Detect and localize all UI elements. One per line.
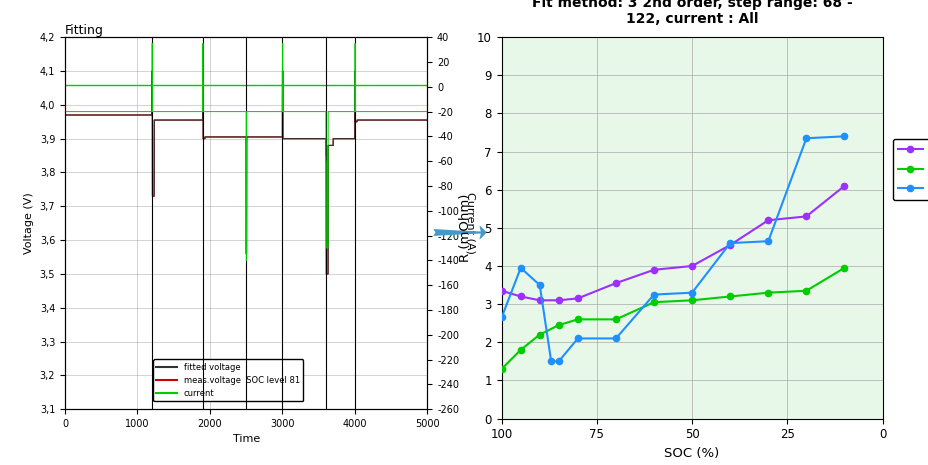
Rp2 xyxy=(515,265,526,271)
Rp2 xyxy=(762,239,773,244)
Rp2 xyxy=(800,135,811,141)
Rp2 xyxy=(648,292,659,298)
Rp2 xyxy=(553,359,564,364)
Rp xyxy=(724,294,735,299)
Rp xyxy=(553,322,564,328)
Ro xyxy=(686,263,697,269)
X-axis label: Time: Time xyxy=(232,434,260,445)
Legend: fitted voltage, meas.voltage  SOC level 81, current: fitted voltage, meas.voltage SOC level 8… xyxy=(153,359,303,401)
Ro xyxy=(553,298,564,303)
Rp xyxy=(762,290,773,295)
Ro xyxy=(762,218,773,223)
Rp xyxy=(610,317,621,322)
Rp2 xyxy=(610,336,621,341)
Line: Rp2: Rp2 xyxy=(498,133,846,365)
Ro xyxy=(610,280,621,286)
Ro xyxy=(534,298,545,303)
Ro xyxy=(515,294,526,299)
Rp xyxy=(534,332,545,338)
X-axis label: SOC (%): SOC (%) xyxy=(664,447,719,460)
Rp2 xyxy=(686,290,697,295)
Ro xyxy=(800,213,811,219)
Ro xyxy=(838,183,849,189)
Rp xyxy=(800,288,811,293)
Rp2 xyxy=(496,315,507,320)
Rp xyxy=(686,298,697,303)
Ro xyxy=(648,267,659,272)
Rp xyxy=(496,366,507,372)
Title: Fit method: 3 2nd order, step range: 68 -
122, current : All: Fit method: 3 2nd order, step range: 68 … xyxy=(531,0,852,27)
Line: Rp: Rp xyxy=(498,265,846,372)
Y-axis label: R (mOhm): R (mOhm) xyxy=(458,193,471,262)
Y-axis label: Voltage (V): Voltage (V) xyxy=(24,193,34,254)
Rp xyxy=(515,347,526,352)
Legend: Ro, Rp, Rp2: Ro, Rp, Rp2 xyxy=(892,139,928,200)
Rp xyxy=(838,265,849,271)
Y-axis label: Current (A): Current (A) xyxy=(465,192,475,254)
Ro xyxy=(724,242,735,248)
Ro xyxy=(572,296,583,301)
Rp xyxy=(572,317,583,322)
Line: Ro: Ro xyxy=(498,183,846,304)
Text: Fitting: Fitting xyxy=(65,24,104,37)
Rp2 xyxy=(545,359,556,364)
Rp2 xyxy=(724,240,735,246)
Rp2 xyxy=(572,336,583,341)
Rp2 xyxy=(838,133,849,139)
Rp2 xyxy=(534,282,545,288)
Rp xyxy=(648,299,659,305)
Ro xyxy=(496,288,507,293)
